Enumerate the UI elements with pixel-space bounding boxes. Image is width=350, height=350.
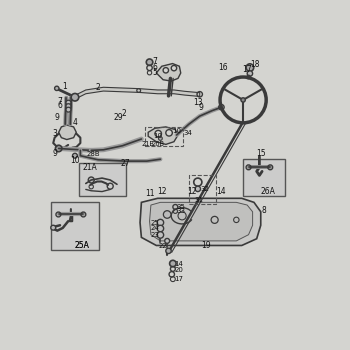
Text: 31: 31: [195, 197, 204, 203]
Text: 15: 15: [256, 149, 266, 158]
Text: 2: 2: [121, 109, 126, 118]
Text: 12: 12: [157, 187, 167, 196]
Text: 6: 6: [153, 63, 158, 72]
Text: 8: 8: [261, 206, 266, 215]
Circle shape: [195, 186, 201, 191]
Polygon shape: [149, 202, 253, 241]
Text: 21A: 21A: [83, 163, 97, 172]
Circle shape: [66, 104, 71, 108]
Circle shape: [51, 225, 56, 230]
Text: 22: 22: [159, 243, 167, 249]
Circle shape: [157, 219, 164, 226]
Polygon shape: [156, 64, 181, 81]
Circle shape: [66, 100, 71, 105]
Text: 7: 7: [153, 57, 158, 66]
Text: 1: 1: [63, 82, 67, 91]
Text: 13: 13: [194, 98, 203, 107]
Polygon shape: [148, 127, 178, 145]
Circle shape: [163, 211, 171, 218]
Circle shape: [146, 59, 153, 65]
Text: 17: 17: [174, 275, 183, 282]
Text: 19: 19: [202, 241, 211, 250]
Circle shape: [247, 71, 253, 76]
Bar: [243, 159, 285, 196]
Text: 10: 10: [172, 128, 181, 134]
Text: 25A: 25A: [75, 241, 90, 250]
Circle shape: [72, 153, 77, 158]
Text: 32: 32: [201, 186, 210, 192]
Text: 16: 16: [218, 63, 228, 72]
Text: 21B: 21B: [142, 141, 155, 147]
Text: 29: 29: [113, 113, 123, 122]
Text: 5: 5: [153, 68, 158, 77]
Text: 20: 20: [174, 267, 183, 273]
Circle shape: [88, 177, 94, 183]
Circle shape: [157, 225, 164, 232]
Circle shape: [66, 107, 71, 112]
Text: 17: 17: [242, 65, 252, 74]
Circle shape: [159, 136, 162, 140]
Text: 33: 33: [176, 208, 185, 214]
Text: 7: 7: [58, 97, 62, 106]
Text: 9: 9: [199, 103, 203, 112]
Text: 18: 18: [251, 60, 260, 69]
Text: 25A: 25A: [75, 241, 90, 250]
Circle shape: [165, 238, 170, 243]
Bar: [146, 127, 183, 146]
Text: 27: 27: [120, 159, 130, 168]
Text: 9: 9: [52, 149, 57, 158]
Circle shape: [241, 98, 245, 102]
Text: 24: 24: [150, 225, 159, 231]
Text: 14: 14: [217, 187, 226, 196]
Polygon shape: [59, 125, 76, 140]
Text: 26A: 26A: [261, 187, 276, 196]
Text: 25: 25: [150, 219, 159, 225]
Circle shape: [171, 65, 177, 71]
Bar: [79, 163, 126, 196]
Text: 6: 6: [58, 101, 62, 110]
Text: 9: 9: [54, 113, 59, 122]
Text: 2: 2: [96, 83, 100, 92]
Circle shape: [155, 131, 161, 137]
Text: 12: 12: [187, 187, 196, 196]
Polygon shape: [140, 198, 261, 245]
Text: 26B: 26B: [151, 141, 164, 147]
Text: 10: 10: [153, 133, 162, 139]
Text: 10: 10: [70, 155, 80, 164]
Text: 35: 35: [176, 204, 185, 210]
Circle shape: [163, 68, 169, 73]
Bar: [189, 175, 216, 204]
Circle shape: [71, 93, 79, 101]
Circle shape: [246, 64, 254, 71]
Text: 28B: 28B: [86, 151, 100, 157]
Circle shape: [166, 130, 172, 136]
Text: 11: 11: [145, 189, 154, 198]
Circle shape: [170, 260, 176, 267]
Circle shape: [166, 248, 171, 253]
Circle shape: [157, 232, 164, 238]
Text: 23: 23: [150, 232, 159, 238]
Text: 3: 3: [53, 129, 58, 138]
Text: 14: 14: [174, 260, 183, 267]
Bar: [50, 202, 99, 250]
Text: 4: 4: [72, 118, 77, 127]
Circle shape: [55, 86, 59, 91]
Text: 34: 34: [183, 130, 192, 136]
Polygon shape: [75, 87, 200, 99]
